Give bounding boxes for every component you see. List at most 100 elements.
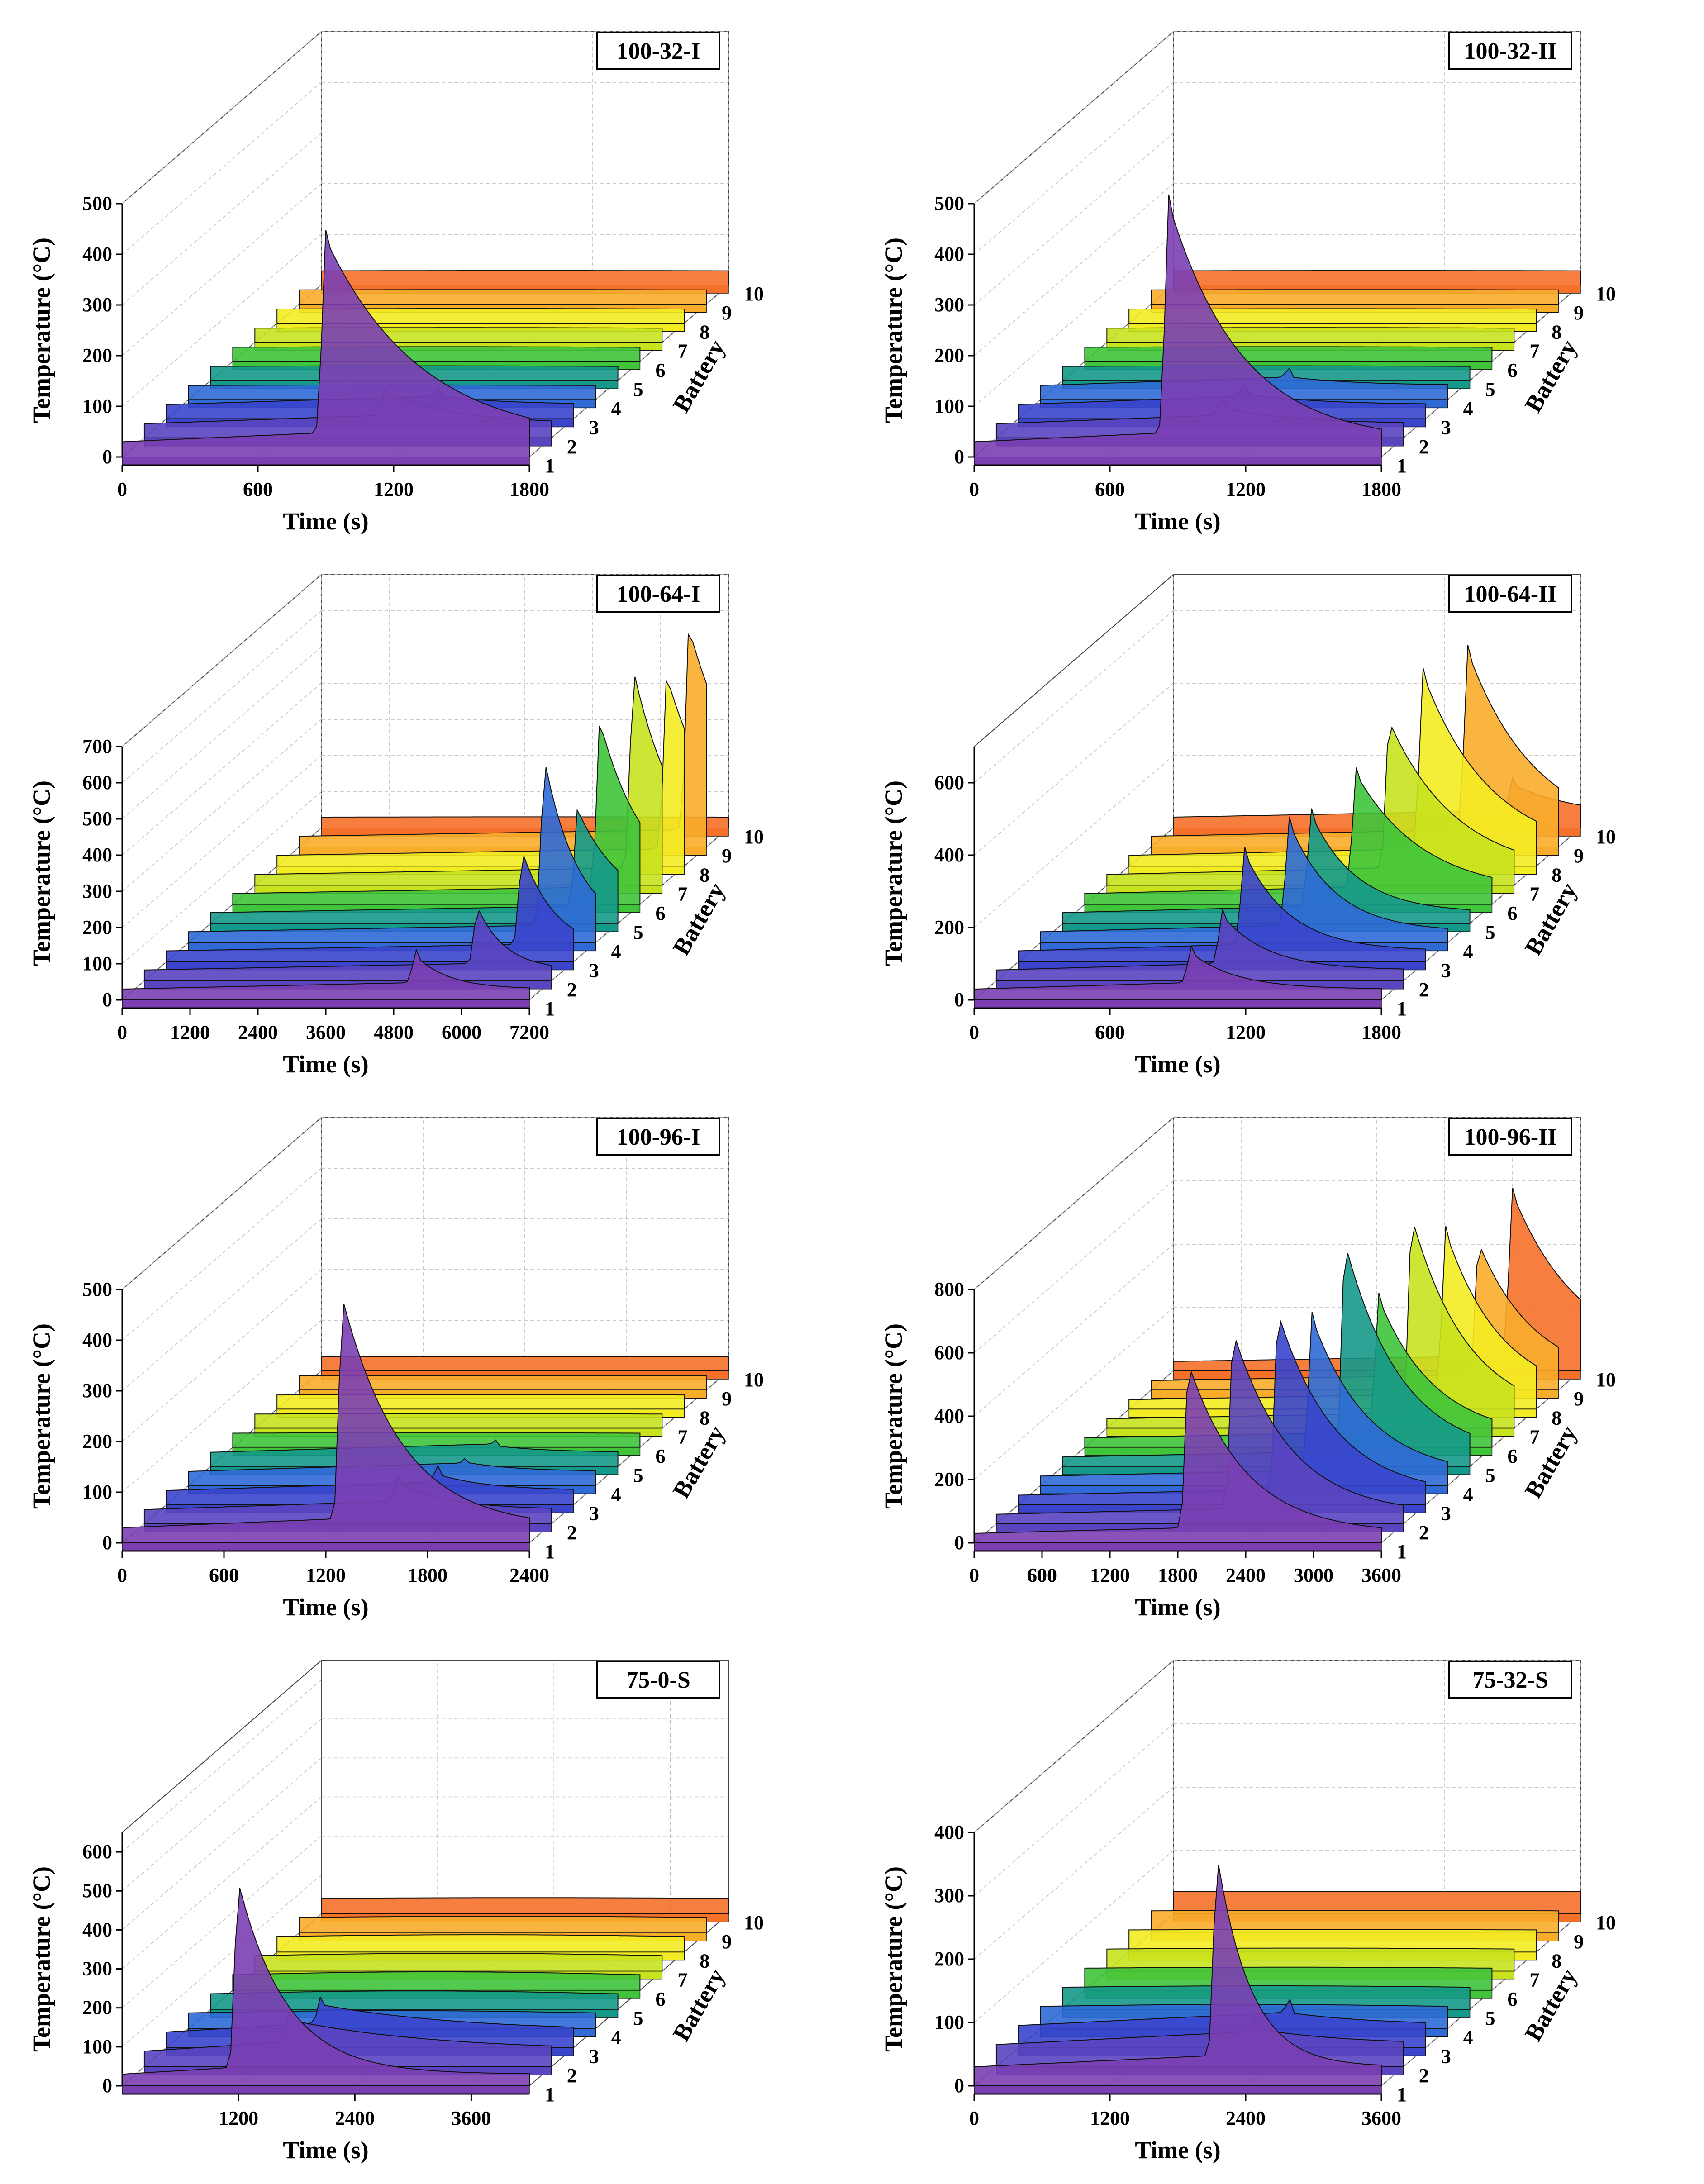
series-base-1 [122, 1542, 530, 1551]
x-axis-title: Time (s) [1135, 2136, 1220, 2164]
gridline [122, 1718, 322, 1891]
series-ribbon-10 [1173, 1891, 1581, 1914]
battery-tick-label: 1 [545, 455, 555, 477]
battery-tick-label: 7 [677, 1426, 687, 1448]
panel-title-box [1448, 32, 1572, 70]
battery-tick-label: 4 [1463, 940, 1473, 962]
x-tick-label: 1200 [374, 478, 414, 500]
battery-tick-label: 9 [722, 1388, 732, 1410]
chart-panel: 0 200 400 600 800 0 600 1200 1800 2400 3000 3600 1 2 3… [852, 1090, 1704, 1633]
x-tick-label: 3600 [306, 1021, 346, 1043]
x-tick-label: 600 [1095, 1021, 1125, 1043]
chart-panel: 0 100 200 300 400 500 0 600 1200 1800 1 2 3 4 5 6 7 8 9 10 T… [852, 5, 1704, 547]
series-ribbon-1 [974, 1864, 1382, 2086]
battery-tick-label: 4 [1463, 397, 1473, 419]
battery-tick-label: 5 [633, 921, 643, 943]
x-tick-label: 2400 [509, 1564, 549, 1586]
series-ribbon-7 [1106, 1947, 1515, 1972]
battery-tick-label: 5 [633, 2007, 643, 2029]
battery-tick-label: 9 [722, 302, 732, 324]
panel-title: 75-0-S [626, 1667, 690, 1693]
series-ribbon-5 [210, 1990, 619, 2010]
x-tick-label: 1800 [408, 1564, 447, 1586]
series-base-1 [974, 2085, 1382, 2094]
series-ribbon-7 [254, 1413, 663, 1429]
z-axis-title: Temperature (°C) [28, 780, 55, 966]
x-tick-label: 0 [969, 2107, 979, 2129]
x-tick-label: 1200 [1226, 478, 1266, 500]
battery-tick-label: 8 [1552, 1950, 1561, 1972]
x-tick-label: 0 [117, 1021, 127, 1043]
battery-tick-label: 3 [1441, 417, 1451, 439]
battery-tick-label: 6 [1507, 359, 1517, 381]
battery-tick-label: 9 [722, 1931, 732, 1953]
battery-tick-label: 6 [655, 1445, 665, 1467]
panel-title-box [1448, 1118, 1572, 1156]
z-tick-label: 0 [954, 2075, 964, 2097]
z-tick-label: 100 [934, 395, 964, 417]
battery-tick-label: 8 [700, 1950, 709, 1972]
series-base-1 [122, 457, 530, 466]
battery-tick-label: 3 [1441, 1503, 1451, 1525]
x-tick-label: 1200 [1090, 2107, 1130, 2129]
battery-tick-label: 8 [1552, 864, 1561, 886]
battery-tick-label: 1 [1397, 455, 1407, 477]
chart-svg: 0 100 200 300 400 500 0 600 1200 1800 240012345678… [28, 1116, 764, 1621]
x-tick-label: 1200 [219, 2107, 258, 2129]
battery-tick-label: 8 [700, 1407, 709, 1429]
x-tick-label: 1800 [509, 478, 549, 500]
series-ribbon-9 [1151, 289, 1559, 305]
series-base-1 [122, 999, 530, 1009]
battery-tick-label: 10 [744, 1912, 764, 1934]
z-tick-label: 500 [82, 1879, 112, 1902]
battery-tick-label: 10 [1596, 283, 1616, 305]
series-base-1 [974, 457, 1382, 466]
series-ribbon-1 [122, 1888, 530, 2086]
z-tick-label: 500 [82, 192, 112, 214]
z-tick-label: 400 [82, 1329, 112, 1351]
z-axis-title: Temperature (°C) [880, 1866, 907, 2052]
gridline [122, 610, 322, 783]
panel-title: 100-64-I [617, 581, 700, 607]
battery-axis-title: Battery [1519, 335, 1582, 417]
z-tick-label: 0 [102, 2075, 112, 2097]
series-ribbon-8 [276, 1934, 685, 1953]
battery-axis-title: Battery [1519, 1964, 1582, 2046]
z-tick-label: 700 [82, 735, 112, 757]
z-tick-label: 500 [82, 808, 112, 830]
battery-tick-label: 1 [1397, 998, 1407, 1020]
x-tick-label: 2400 [238, 1021, 278, 1043]
x-axis-title: Time (s) [283, 1594, 368, 1621]
gridline [974, 1244, 1174, 1417]
x-axis-title: Time (s) [283, 2136, 368, 2164]
battery-tick-label: 9 [1574, 302, 1584, 324]
battery-tick-label: 5 [1485, 1464, 1495, 1486]
z-tick-label: 300 [82, 294, 112, 316]
x-tick-label: 3000 [1294, 1564, 1333, 1586]
z-tick-label: 200 [934, 1948, 964, 1970]
chart-panel: 0 100 200 300 400 500 0 600 1200 1800 2400 1 2 3 4 5 6 7 8… [0, 1090, 852, 1633]
battery-tick-label: 2 [567, 436, 577, 458]
series-ribbon-5 [210, 1439, 619, 1467]
battery-tick-label: 10 [1596, 1369, 1616, 1391]
battery-tick-label: 10 [744, 826, 764, 848]
panel-title: 100-96-I [617, 1124, 700, 1150]
gridline [974, 82, 1174, 255]
z-tick-label: 300 [934, 294, 964, 316]
battery-tick-label: 5 [633, 378, 643, 400]
x-axis-title: Time (s) [283, 508, 368, 535]
x-tick-label: 600 [1027, 1564, 1057, 1586]
z-tick-label: 300 [82, 1380, 112, 1402]
z-tick-label: 100 [82, 2036, 112, 2058]
z-tick-label: 200 [82, 1997, 112, 2019]
z-tick-label: 400 [934, 844, 964, 866]
z-tick-label: 0 [102, 446, 112, 468]
x-tick-label: 2400 [1226, 1564, 1266, 1586]
chart-panel: 0 100 200 300 400 500 0 600 1200 1800 1 2 3 4 5 6 7 8 9 10 T… [0, 5, 852, 547]
x-tick-label: 1800 [1361, 478, 1401, 500]
x-tick-label: 7200 [509, 1021, 549, 1043]
battery-tick-label: 2 [567, 2065, 577, 2087]
